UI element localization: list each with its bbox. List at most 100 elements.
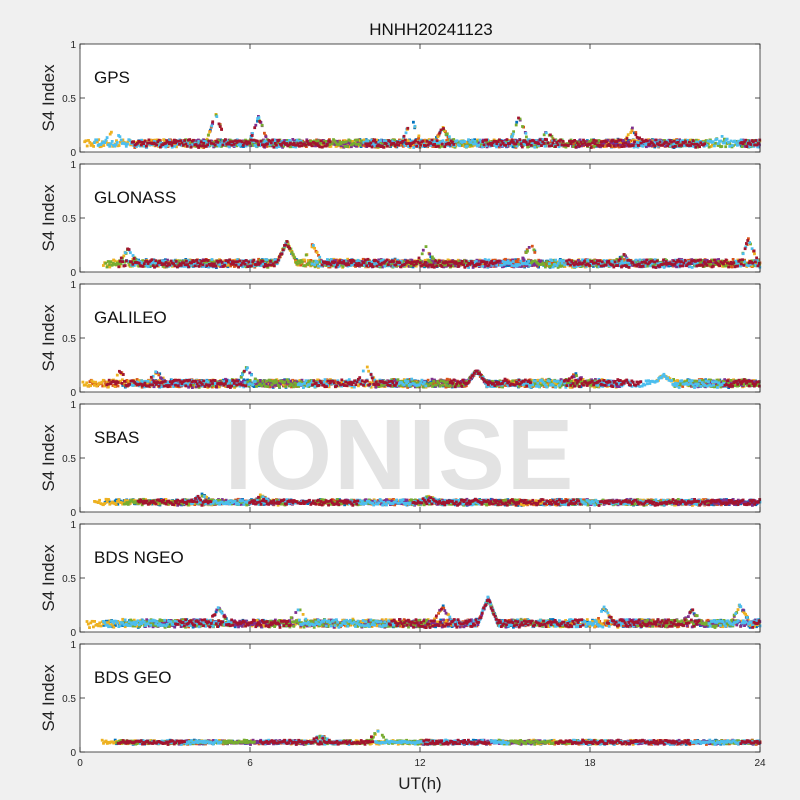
data-point bbox=[505, 138, 509, 141]
data-point bbox=[237, 263, 241, 266]
data-point bbox=[510, 135, 514, 139]
data-point bbox=[425, 140, 429, 143]
data-point bbox=[117, 144, 121, 147]
data-point bbox=[490, 144, 494, 147]
data-point bbox=[711, 140, 715, 144]
data-point bbox=[533, 251, 537, 254]
data-point bbox=[115, 141, 119, 144]
data-point bbox=[637, 144, 640, 147]
data-point bbox=[265, 258, 269, 262]
data-point bbox=[509, 261, 513, 265]
data-point bbox=[730, 144, 734, 147]
y-tick-label: 0 bbox=[70, 148, 76, 159]
data-point bbox=[437, 145, 440, 148]
data-point bbox=[574, 143, 578, 147]
data-point bbox=[326, 258, 329, 261]
data-point bbox=[694, 145, 698, 149]
data-point bbox=[696, 138, 700, 142]
data-point bbox=[688, 140, 691, 144]
data-point bbox=[684, 140, 687, 143]
data-point bbox=[250, 134, 254, 137]
data-point bbox=[411, 143, 414, 147]
data-point bbox=[254, 123, 258, 127]
data-point bbox=[129, 251, 132, 255]
data-point bbox=[96, 140, 99, 144]
data-point bbox=[388, 140, 392, 143]
data-point bbox=[448, 143, 452, 146]
data-point bbox=[206, 143, 209, 147]
data-point bbox=[754, 139, 758, 142]
data-point bbox=[703, 142, 707, 146]
data-point bbox=[326, 143, 329, 146]
data-point bbox=[520, 145, 524, 149]
data-point bbox=[420, 252, 424, 256]
data-point bbox=[617, 140, 621, 144]
data-point bbox=[415, 144, 419, 148]
data-point bbox=[210, 258, 214, 261]
data-point bbox=[586, 258, 589, 262]
data-point bbox=[318, 255, 322, 259]
data-point bbox=[328, 140, 332, 144]
data-point bbox=[524, 131, 528, 135]
data-point bbox=[753, 252, 756, 256]
data-point bbox=[298, 261, 302, 265]
data-point bbox=[753, 143, 756, 147]
data-point bbox=[612, 144, 616, 148]
data-point bbox=[117, 262, 120, 266]
data-point bbox=[224, 138, 227, 141]
data-point bbox=[373, 138, 377, 142]
data-point bbox=[560, 264, 564, 268]
data-point bbox=[293, 256, 297, 260]
data-point bbox=[123, 264, 127, 267]
data-point bbox=[298, 144, 301, 148]
data-point bbox=[329, 145, 333, 148]
data-point bbox=[711, 143, 714, 147]
data-point bbox=[688, 265, 691, 268]
data-point bbox=[310, 144, 314, 148]
data-point bbox=[693, 142, 696, 146]
data-point bbox=[729, 139, 733, 143]
data-point bbox=[725, 137, 729, 141]
data-point bbox=[629, 131, 633, 134]
data-point bbox=[572, 145, 575, 148]
data-points bbox=[83, 113, 762, 149]
data-point bbox=[397, 143, 401, 147]
data-point bbox=[149, 138, 153, 142]
data-point bbox=[720, 145, 724, 148]
data-point bbox=[591, 141, 594, 145]
data-point bbox=[99, 145, 103, 148]
data-point bbox=[318, 145, 322, 149]
data-point bbox=[404, 131, 408, 135]
data-point bbox=[230, 143, 234, 147]
data-point bbox=[229, 140, 232, 144]
data-point bbox=[334, 145, 338, 148]
data-point bbox=[406, 126, 410, 130]
data-point bbox=[275, 143, 278, 147]
data-point bbox=[617, 145, 621, 149]
data-point bbox=[466, 140, 470, 143]
data-point bbox=[528, 139, 532, 143]
data-point bbox=[356, 138, 360, 142]
data-point bbox=[644, 143, 647, 146]
data-point bbox=[511, 260, 515, 263]
data-point bbox=[363, 144, 367, 148]
data-point bbox=[554, 145, 557, 148]
data-point bbox=[515, 140, 519, 143]
data-point bbox=[746, 264, 750, 267]
y-tick-label: 1 bbox=[70, 40, 76, 51]
data-point bbox=[515, 120, 519, 124]
data-point bbox=[121, 260, 124, 263]
data-point bbox=[638, 258, 642, 262]
data-point bbox=[103, 141, 106, 144]
data-point bbox=[240, 140, 244, 144]
data-point bbox=[87, 139, 90, 142]
data-point bbox=[424, 245, 428, 248]
data-point bbox=[252, 138, 255, 142]
data-point bbox=[355, 143, 358, 146]
data-point bbox=[138, 140, 142, 144]
data-point bbox=[417, 136, 420, 140]
data-point bbox=[667, 142, 671, 146]
data-point bbox=[304, 143, 308, 147]
data-point bbox=[258, 120, 262, 123]
